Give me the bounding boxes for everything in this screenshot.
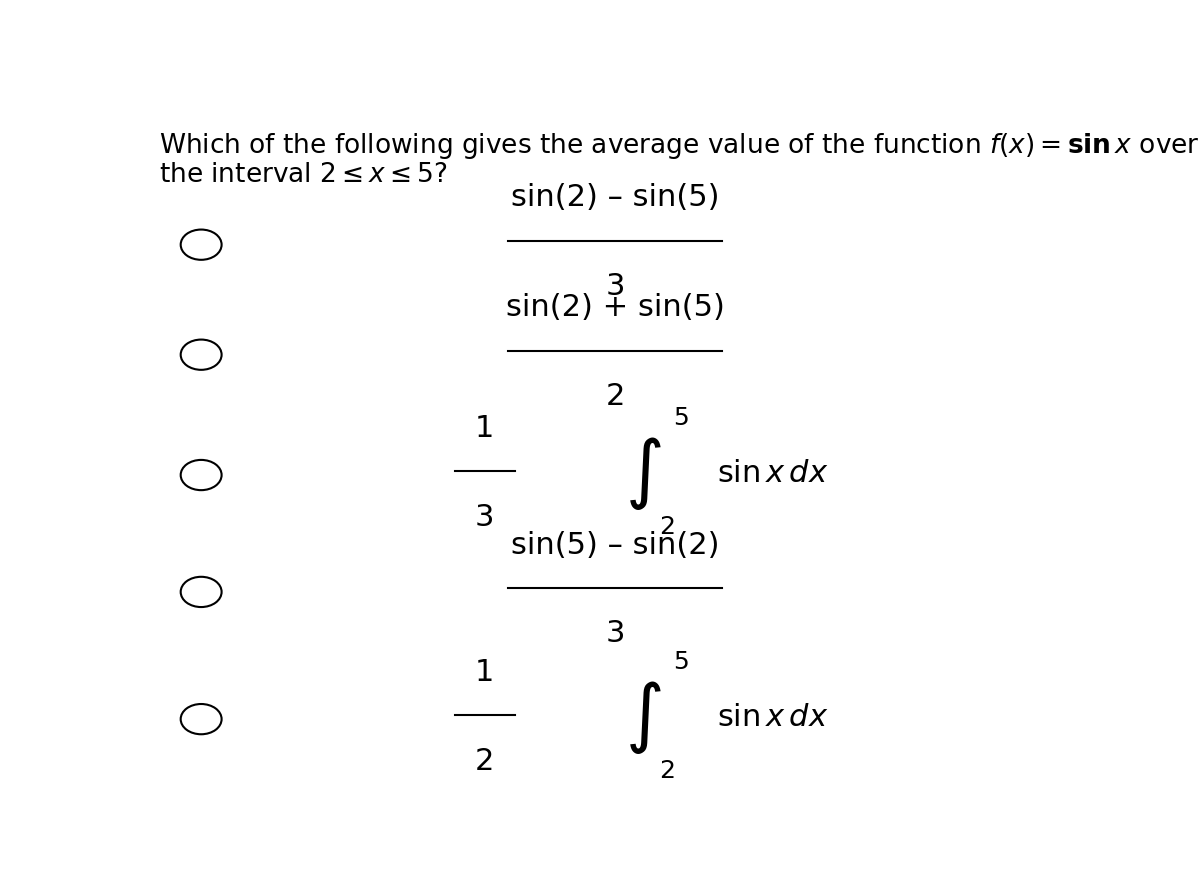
Text: 3: 3 <box>605 620 625 648</box>
Text: 2: 2 <box>659 759 674 783</box>
Text: $\mathrm{sin}\,x\,dx$: $\mathrm{sin}\,x\,dx$ <box>718 704 829 732</box>
Text: 5: 5 <box>673 650 689 674</box>
Text: $\int$: $\int$ <box>625 435 661 513</box>
Text: 5: 5 <box>673 406 689 430</box>
Text: 3: 3 <box>475 503 494 531</box>
Text: 1: 1 <box>475 413 494 443</box>
Text: sin(5) – sin(2): sin(5) – sin(2) <box>511 530 719 560</box>
Text: 2: 2 <box>475 747 494 776</box>
Text: 3: 3 <box>605 272 625 301</box>
Text: sin(2) + sin(5): sin(2) + sin(5) <box>505 294 725 322</box>
Text: sin(2) – sin(5): sin(2) – sin(5) <box>511 183 719 213</box>
Text: the interval $2 \leq x \leq 5$?: the interval $2 \leq x \leq 5$? <box>160 163 448 188</box>
Text: $\mathrm{sin}\,x\,dx$: $\mathrm{sin}\,x\,dx$ <box>718 459 829 488</box>
Text: 2: 2 <box>605 382 625 411</box>
Text: $\int$: $\int$ <box>625 680 661 756</box>
Text: Which of the following gives the average value of the function $f(x) = \mathbf{s: Which of the following gives the average… <box>160 131 1200 162</box>
Text: 1: 1 <box>475 658 494 687</box>
Text: 2: 2 <box>659 515 674 538</box>
